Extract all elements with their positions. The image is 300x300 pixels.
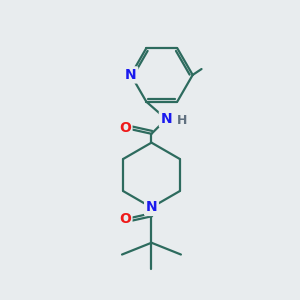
Text: O: O (119, 121, 131, 135)
Text: N: N (160, 112, 172, 126)
Text: N: N (125, 68, 137, 82)
Text: O: O (119, 212, 131, 226)
Text: H: H (177, 114, 188, 127)
Text: N: N (146, 200, 157, 214)
